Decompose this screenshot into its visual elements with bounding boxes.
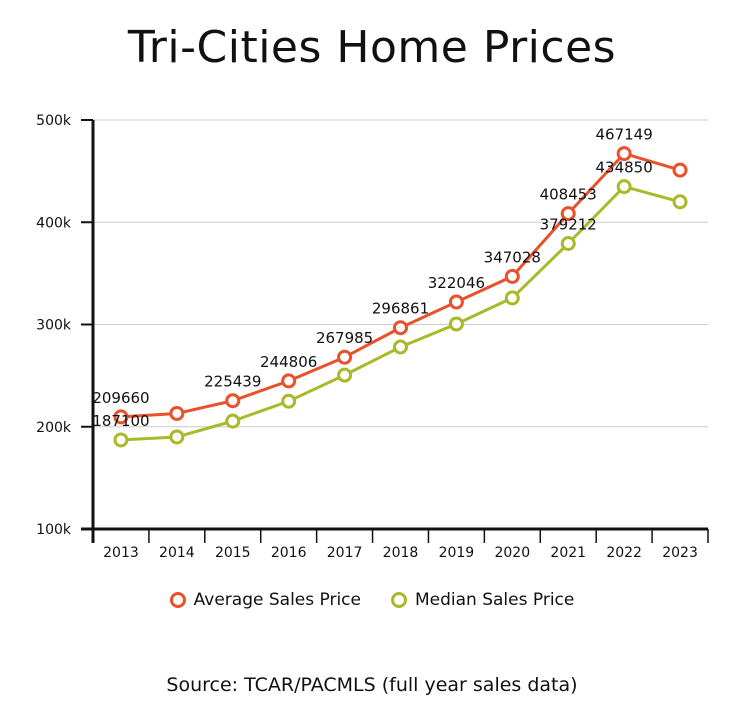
data-point-average: [113, 409, 129, 425]
legend-label-average: Average Sales Price: [193, 590, 361, 610]
x-tick-label: 2020: [494, 545, 530, 561]
data-point-average: [560, 206, 576, 222]
data-point-median: [616, 179, 632, 195]
source-note: Source: TCAR/PACMLS (full year sales dat…: [166, 674, 578, 696]
data-label-average: 209660: [92, 389, 149, 407]
data-point-average: [448, 294, 464, 310]
data-point-median: [169, 429, 185, 445]
x-tick-label: 2021: [550, 545, 586, 561]
legend-item-average[interactable]: Average Sales Price: [169, 590, 361, 610]
data-label-average: 408453: [540, 186, 597, 204]
data-point-median: [225, 413, 241, 429]
data-labels: 209660 225439 244806 267985 296861 322046 3470…: [92, 126, 652, 430]
legend: Average Sales Price Median Sales Price: [0, 590, 744, 610]
x-tick-label: 2015: [215, 545, 251, 561]
data-point-median: [448, 316, 464, 332]
data-point-median: [113, 432, 129, 448]
data-label-median: 434850: [596, 159, 653, 177]
x-tick-label: 2023: [662, 545, 698, 561]
data-point-median: [560, 236, 576, 252]
data-point-average: [169, 405, 185, 421]
legend-marker-average-icon: [169, 592, 186, 608]
legend-marker-median-icon: [390, 592, 407, 608]
data-label-average: 322046: [428, 274, 485, 292]
data-point-average: [393, 320, 408, 336]
chart-title: Tri-Cities Home Prices: [127, 22, 617, 73]
data-point-average: [225, 393, 241, 409]
data-label-median: 187100: [92, 412, 149, 430]
data-label-average: 347028: [484, 248, 541, 266]
y-tick-label: 300k: [36, 318, 72, 334]
data-point-average: [281, 373, 297, 389]
y-tick-label: 200k: [36, 420, 72, 436]
data-point-average: [504, 268, 520, 284]
legend-item-median[interactable]: Median Sales Price: [390, 590, 575, 610]
x-tick-label: 2014: [159, 545, 195, 561]
y-tick-label: 500k: [36, 113, 72, 129]
data-label-average: 296861: [372, 300, 429, 318]
x-tick-label: 2013: [103, 545, 139, 561]
data-point-median: [337, 367, 353, 383]
x-tick-label: 2022: [606, 545, 642, 561]
data-point-average: [337, 349, 353, 365]
tick-labels: 100k 200k 300k 400k 500k 2013 2014 2015 2016 2017…: [36, 113, 698, 561]
data-point-average: [672, 162, 688, 178]
data-point-average: [616, 146, 632, 162]
axes: [81, 119, 709, 543]
series-points: [113, 146, 688, 448]
data-point-median: [672, 194, 688, 210]
y-tick-label: 100k: [36, 522, 72, 538]
data-label-average: 267985: [316, 329, 373, 347]
legend-label-median: Median Sales Price: [414, 590, 575, 610]
data-label-median: 379212: [540, 216, 597, 234]
data-point-median: [504, 290, 520, 306]
x-tick-label: 2017: [327, 545, 363, 561]
data-label-average: 225439: [204, 373, 261, 391]
x-tick-label: 2018: [383, 545, 419, 561]
data-label-average: 467149: [596, 126, 653, 144]
x-tick-label: 2019: [439, 545, 475, 561]
x-tick-label: 2016: [271, 545, 307, 561]
data-label-average: 244806: [260, 353, 317, 371]
data-point-median: [393, 339, 408, 355]
data-point-median: [281, 393, 297, 409]
y-tick-label: 400k: [36, 215, 72, 231]
